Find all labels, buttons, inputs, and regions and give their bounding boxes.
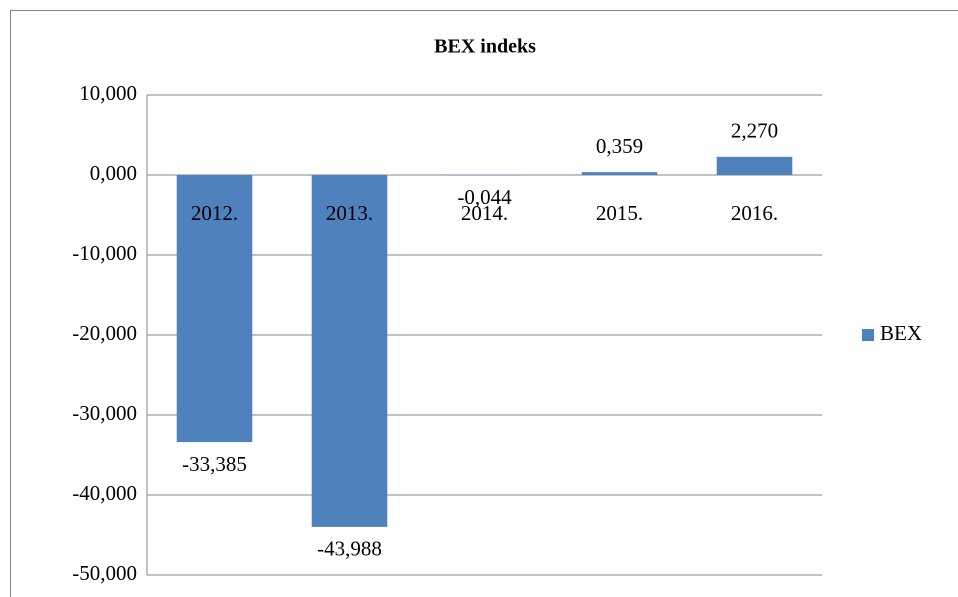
value-label: -33,385 bbox=[182, 452, 247, 476]
y-tick-label: -20,000 bbox=[72, 321, 137, 345]
x-tick-label: 2012. bbox=[191, 201, 238, 225]
bar bbox=[176, 175, 253, 443]
legend-swatch bbox=[862, 329, 874, 341]
y-tick-label: 0,000 bbox=[90, 161, 137, 185]
y-tick-label: 10,000 bbox=[79, 81, 137, 105]
x-tick-label: 2013. bbox=[326, 201, 373, 225]
x-tick-label: 2014. bbox=[461, 201, 508, 225]
bar bbox=[446, 175, 523, 176]
value-label: -43,988 bbox=[317, 537, 382, 561]
chart-frame bbox=[10, 10, 958, 597]
bar bbox=[581, 172, 658, 175]
bar bbox=[311, 175, 388, 527]
x-tick-label: 2016. bbox=[731, 201, 778, 225]
value-label: 2,270 bbox=[731, 119, 778, 143]
value-label: -0,044 bbox=[457, 185, 512, 209]
bar bbox=[716, 156, 793, 175]
chart-title: BEX indeks bbox=[434, 36, 536, 58]
x-tick-label: 2015. bbox=[596, 201, 643, 225]
legend-label: BEX bbox=[880, 321, 922, 345]
value-label: 0,359 bbox=[596, 134, 643, 158]
y-tick-label: -40,000 bbox=[72, 481, 137, 505]
y-tick-label: -50,000 bbox=[72, 561, 137, 585]
y-tick-label: -30,000 bbox=[72, 401, 137, 425]
y-tick-label: -10,000 bbox=[72, 241, 137, 265]
